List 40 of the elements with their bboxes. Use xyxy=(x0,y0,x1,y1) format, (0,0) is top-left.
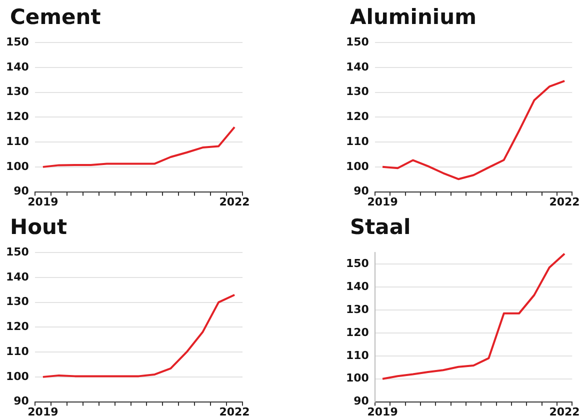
y-tick-label: 120 xyxy=(6,110,30,124)
y-tick-label: 100 xyxy=(346,372,370,385)
x-tick-label: 2019 xyxy=(367,405,398,418)
y-tick-label: 140 xyxy=(6,270,30,284)
y-tick-label: 130 xyxy=(6,295,30,308)
x-tick-label: 2022 xyxy=(219,405,250,418)
chart-title: Cement xyxy=(10,4,101,30)
x-tick-label: 2019 xyxy=(28,405,58,418)
y-tick-label: 140 xyxy=(6,60,30,74)
chart-title: Aluminium xyxy=(350,4,476,30)
x-tick-label: 2022 xyxy=(219,195,250,208)
y-tick-label: 120 xyxy=(6,320,30,334)
y-tick-label: 90 xyxy=(354,394,370,408)
chart-title: Hout xyxy=(10,214,67,240)
y-tick-label: 150 xyxy=(346,256,370,270)
y-tick-label: 130 xyxy=(6,85,30,98)
x-tick-label: 2022 xyxy=(549,195,580,208)
y-tick-label: 130 xyxy=(346,302,370,316)
chart-title: Staal xyxy=(350,214,411,240)
x-tick-label: 2019 xyxy=(367,195,398,208)
y-tick-label: 110 xyxy=(346,134,370,148)
y-tick-label: 130 xyxy=(346,85,370,98)
y-tick-label: 140 xyxy=(346,60,370,74)
x-tick-label: 2019 xyxy=(28,195,58,208)
y-tick-label: 150 xyxy=(6,245,30,258)
x-tick-label: 2022 xyxy=(549,405,580,418)
y-tick-label: 90 xyxy=(14,184,30,198)
y-tick-label: 100 xyxy=(6,160,30,173)
y-tick-label: 120 xyxy=(346,326,370,339)
y-tick-label: 100 xyxy=(6,370,30,383)
y-tick-label: 90 xyxy=(354,184,370,198)
y-tick-label: 150 xyxy=(346,35,370,48)
y-tick-label: 150 xyxy=(6,35,30,48)
y-tick-label: 140 xyxy=(346,280,370,293)
y-tick-label: 110 xyxy=(6,134,30,148)
y-tick-label: 110 xyxy=(346,348,370,362)
y-tick-label: 110 xyxy=(6,344,30,358)
y-tick-label: 120 xyxy=(346,110,370,124)
y-tick-label: 100 xyxy=(346,160,370,173)
y-tick-label: 90 xyxy=(14,394,30,408)
